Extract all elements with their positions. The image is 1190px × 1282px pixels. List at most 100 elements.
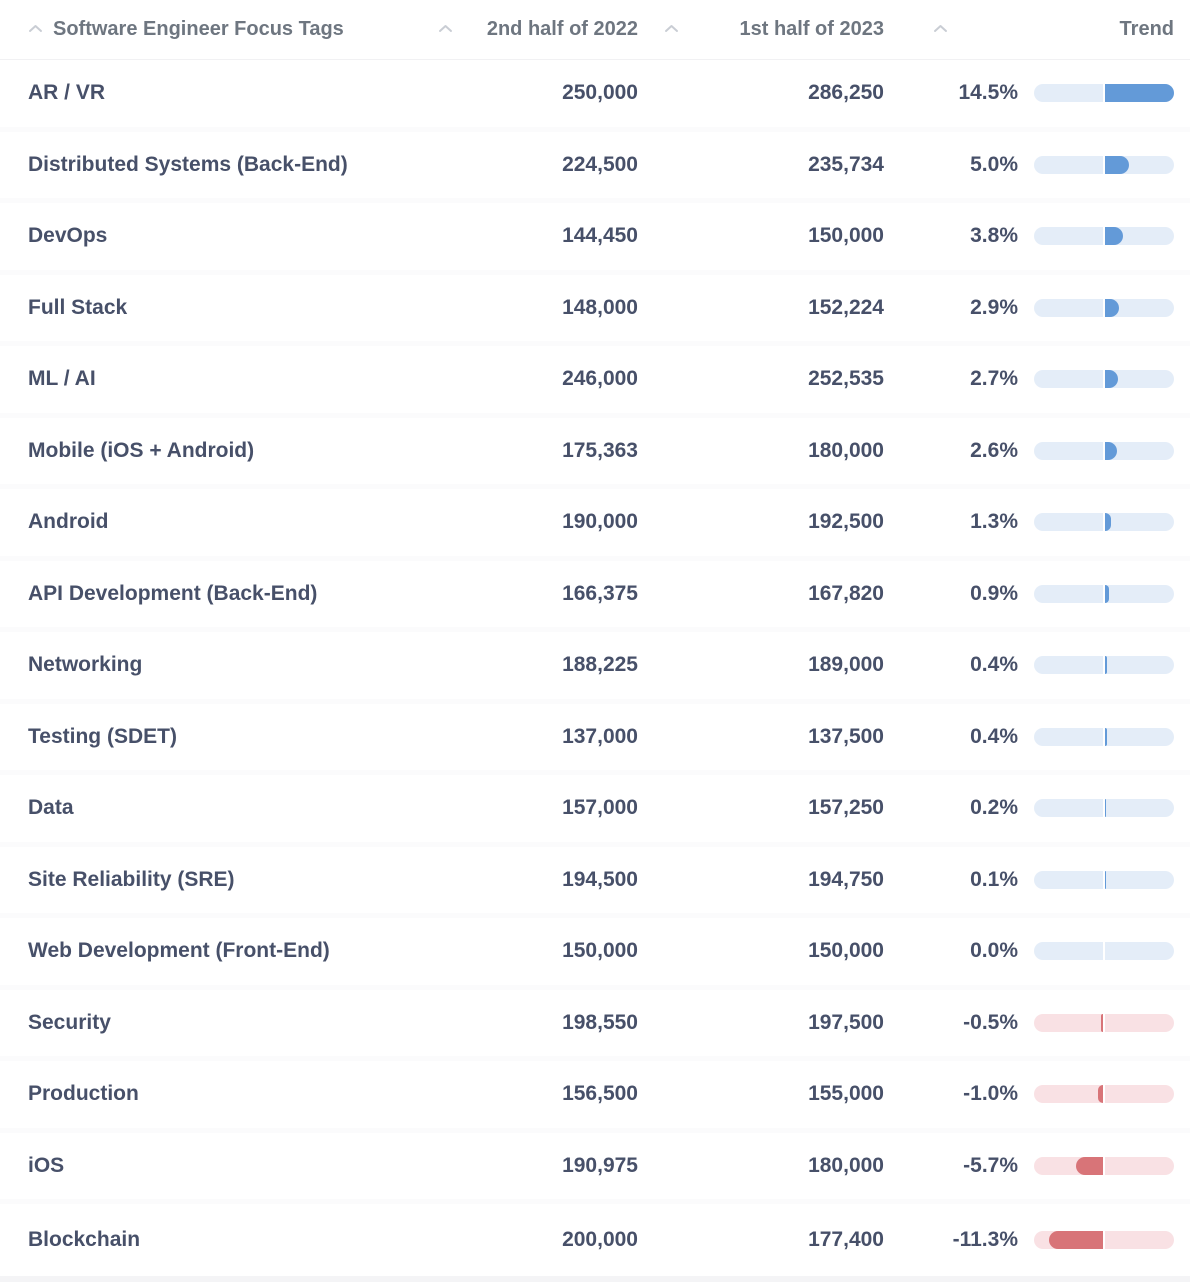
row-change-pct: 0.4%	[970, 724, 1018, 748]
sort-chevron-icon[interactable]	[664, 24, 679, 33]
sort-chevron-icon[interactable]	[438, 24, 453, 33]
row-value-2022: 166,375	[562, 581, 638, 605]
row-value-2022: 137,000	[562, 724, 638, 748]
table-row: Full Stack 148,000 152,224 2.9%	[0, 274, 1190, 346]
row-focus-tag: Full Stack	[28, 295, 128, 319]
row-trend-cell	[1018, 298, 1174, 317]
trend-bar-track-left	[1034, 298, 1103, 317]
trend-bar-track-right	[1105, 727, 1174, 746]
row-change-pct: 0.1%	[970, 867, 1018, 891]
trend-bar-fill	[1100, 1013, 1103, 1032]
row-trend-cell	[1018, 584, 1174, 603]
trend-bar-fill	[1105, 84, 1174, 103]
table-row: Networking 188,225 189,000 0.4%	[0, 632, 1190, 704]
table-row: ML / AI 246,000 252,535 2.7%	[0, 346, 1190, 418]
trend-bar-track-left	[1034, 513, 1103, 532]
row-focus-tag: Security	[28, 1010, 111, 1034]
header-label-2023: 1st half of 2023	[739, 18, 884, 40]
row-trend-cell	[1018, 1156, 1174, 1175]
trend-bar	[1034, 584, 1174, 603]
row-focus-tag: Android	[28, 510, 109, 534]
trend-bar-fill	[1105, 727, 1107, 746]
sort-chevron-icon[interactable]	[933, 24, 948, 33]
row-value-2022: 190,975	[562, 1153, 638, 1177]
row-focus-tag: DevOps	[28, 224, 108, 248]
row-value-2023: 189,000	[808, 653, 884, 677]
trend-bar	[1034, 942, 1174, 961]
row-trend-cell	[1018, 1230, 1174, 1249]
row-focus-tag: Web Development (Front-End)	[28, 939, 330, 963]
row-change-pct: -5.7%	[963, 1153, 1018, 1177]
trend-bar	[1034, 870, 1174, 889]
trend-bar-track-left	[1034, 942, 1103, 961]
trend-bar-fill	[1105, 656, 1107, 675]
row-value-2023: 150,000	[808, 224, 884, 248]
row-value-2023: 180,000	[808, 1153, 884, 1177]
row-focus-tag: iOS	[28, 1153, 65, 1177]
header-label-focus-tags: Software Engineer Focus Tags	[53, 18, 344, 40]
row-trend-cell	[1018, 513, 1174, 532]
row-value-2022: 156,500	[562, 1082, 638, 1106]
trend-bar-track-left	[1034, 84, 1103, 103]
row-value-2023: 235,734	[808, 152, 884, 176]
row-focus-tag: Blockchain	[28, 1227, 141, 1251]
trend-bar-track-right	[1105, 656, 1174, 675]
trend-bar-fill	[1105, 227, 1124, 246]
trend-bar-fill	[1105, 298, 1119, 317]
table-row: Android 190,000 192,500 1.3%	[0, 489, 1190, 561]
trend-bar-track-right	[1105, 1085, 1174, 1104]
trend-bar-track-right	[1105, 584, 1174, 603]
row-change-pct: 2.6%	[970, 438, 1018, 462]
row-value-2023: 137,500	[808, 724, 884, 748]
row-value-2023: 252,535	[808, 367, 884, 391]
row-trend-cell	[1018, 227, 1174, 246]
trend-bar	[1034, 441, 1174, 460]
row-change-pct: -0.5%	[963, 1010, 1018, 1034]
trend-bar-fill	[1075, 1156, 1103, 1175]
row-focus-tag: Testing (SDET)	[28, 724, 177, 748]
trend-bar-track-left	[1034, 727, 1103, 746]
row-focus-tag: Production	[28, 1082, 139, 1106]
row-trend-cell	[1018, 799, 1174, 818]
trend-bar	[1034, 799, 1174, 818]
table-row: AR / VR 250,000 286,250 14.5%	[0, 60, 1190, 132]
trend-bar	[1034, 227, 1174, 246]
row-value-2022: 198,550	[562, 1010, 638, 1034]
row-focus-tag: Networking	[28, 653, 143, 677]
row-change-pct: 0.9%	[970, 581, 1018, 605]
table-row: Web Development (Front-End) 150,000 150,…	[0, 918, 1190, 990]
trend-bar-track-right	[1105, 799, 1174, 818]
row-focus-tag: Data	[28, 796, 74, 820]
table-row: iOS 190,975 180,000 -5.7%	[0, 1132, 1190, 1204]
trend-bar-track-left	[1034, 155, 1103, 174]
trend-bar-track-right	[1105, 441, 1174, 460]
row-change-pct: 0.2%	[970, 796, 1018, 820]
trend-bar	[1034, 1085, 1174, 1104]
header-label-2022: 2nd half of 2022	[486, 18, 638, 40]
trend-bar	[1034, 298, 1174, 317]
row-trend-cell	[1018, 870, 1174, 889]
row-value-2022: 194,500	[562, 867, 638, 891]
trend-bar-track-left	[1034, 870, 1103, 889]
trend-bar	[1034, 513, 1174, 532]
header-cell-2023: 1st half of 2023	[638, 18, 884, 41]
table-row: Production 156,500 155,000 -1.0%	[0, 1061, 1190, 1133]
trend-bar-track-right	[1105, 513, 1174, 532]
trend-bar-fill	[1105, 370, 1118, 389]
row-change-pct: 5.0%	[970, 152, 1018, 176]
row-trend-cell	[1018, 155, 1174, 174]
header-cell-2022: 2nd half of 2022	[438, 18, 638, 41]
row-value-2023: 180,000	[808, 438, 884, 462]
row-value-2023: 157,250	[808, 796, 884, 820]
row-trend-cell	[1018, 727, 1174, 746]
trend-bar	[1034, 1013, 1174, 1032]
trend-bar-track-left	[1034, 227, 1103, 246]
row-trend-cell	[1018, 84, 1174, 103]
sort-chevron-icon[interactable]	[28, 24, 43, 33]
table-row: Security 198,550 197,500 -0.5%	[0, 989, 1190, 1061]
table-row: Data 157,000 157,250 0.2%	[0, 775, 1190, 847]
row-value-2022: 246,000	[562, 367, 638, 391]
row-focus-tag: Distributed Systems (Back-End)	[28, 152, 348, 176]
trend-bar	[1034, 1156, 1174, 1175]
row-change-pct: 2.7%	[970, 367, 1018, 391]
